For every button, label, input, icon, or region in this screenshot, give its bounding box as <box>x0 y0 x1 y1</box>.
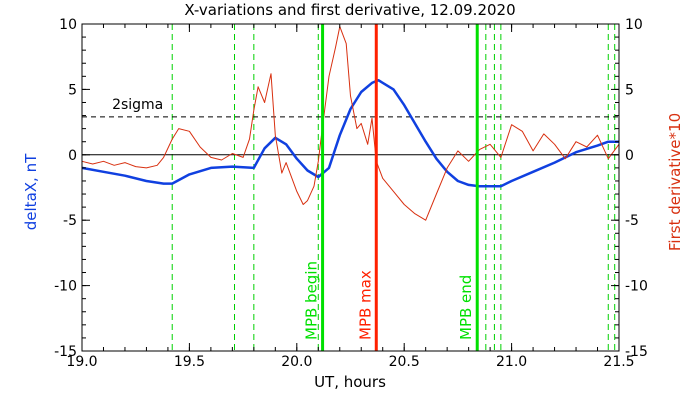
x-tick-label-2: 20.0 <box>281 354 312 370</box>
y-right-tick-label-4: -10 <box>625 279 648 295</box>
y-right-tick-label-2: 0 <box>625 148 634 164</box>
series-line-0 <box>81 78 619 188</box>
y-right-tick-label-5: -15 <box>625 344 648 360</box>
threshold-label: 2sigma <box>112 97 163 113</box>
plot-area: 2sigma MPB begin MPB max MPB end 19.0 19.5 20.… <box>54 17 648 370</box>
y-left-tick-label-3: -5 <box>63 213 77 229</box>
x-axis-label: UT, hours <box>314 373 386 391</box>
right-y-axis-label: First derivative*10 <box>666 113 684 251</box>
y-left-tick-label-0: 10 <box>59 17 77 33</box>
y-left-tick-label-2: 0 <box>68 148 77 164</box>
marker-label-2: MPB end <box>457 275 475 340</box>
series-line-1 <box>81 26 620 221</box>
x-tick-label-3: 20.5 <box>389 354 420 370</box>
chart-title: X-variations and first derivative, 12.09… <box>184 1 515 19</box>
plot-frame <box>81 23 620 352</box>
y-right-tick-label-0: 10 <box>625 17 643 33</box>
y-left-tick-label-5: -15 <box>54 344 77 360</box>
marker-label-0: MPB begin <box>303 261 321 340</box>
y-left-tick-label-4: -10 <box>54 279 77 295</box>
marker-label-1: MPB max <box>356 270 374 340</box>
x-tick-label-1: 19.5 <box>174 354 205 370</box>
y-right-tick-label-3: -5 <box>625 213 639 229</box>
y-right-tick-label-1: 5 <box>625 82 634 98</box>
y-left-tick-label-1: 5 <box>68 82 77 98</box>
left-y-axis-label: deltaX, nT <box>22 153 40 230</box>
x-tick-label-4: 21.0 <box>496 354 527 370</box>
x-tick-label-5: 21.5 <box>603 354 634 370</box>
x-tick-label-0: 19.0 <box>66 354 97 370</box>
